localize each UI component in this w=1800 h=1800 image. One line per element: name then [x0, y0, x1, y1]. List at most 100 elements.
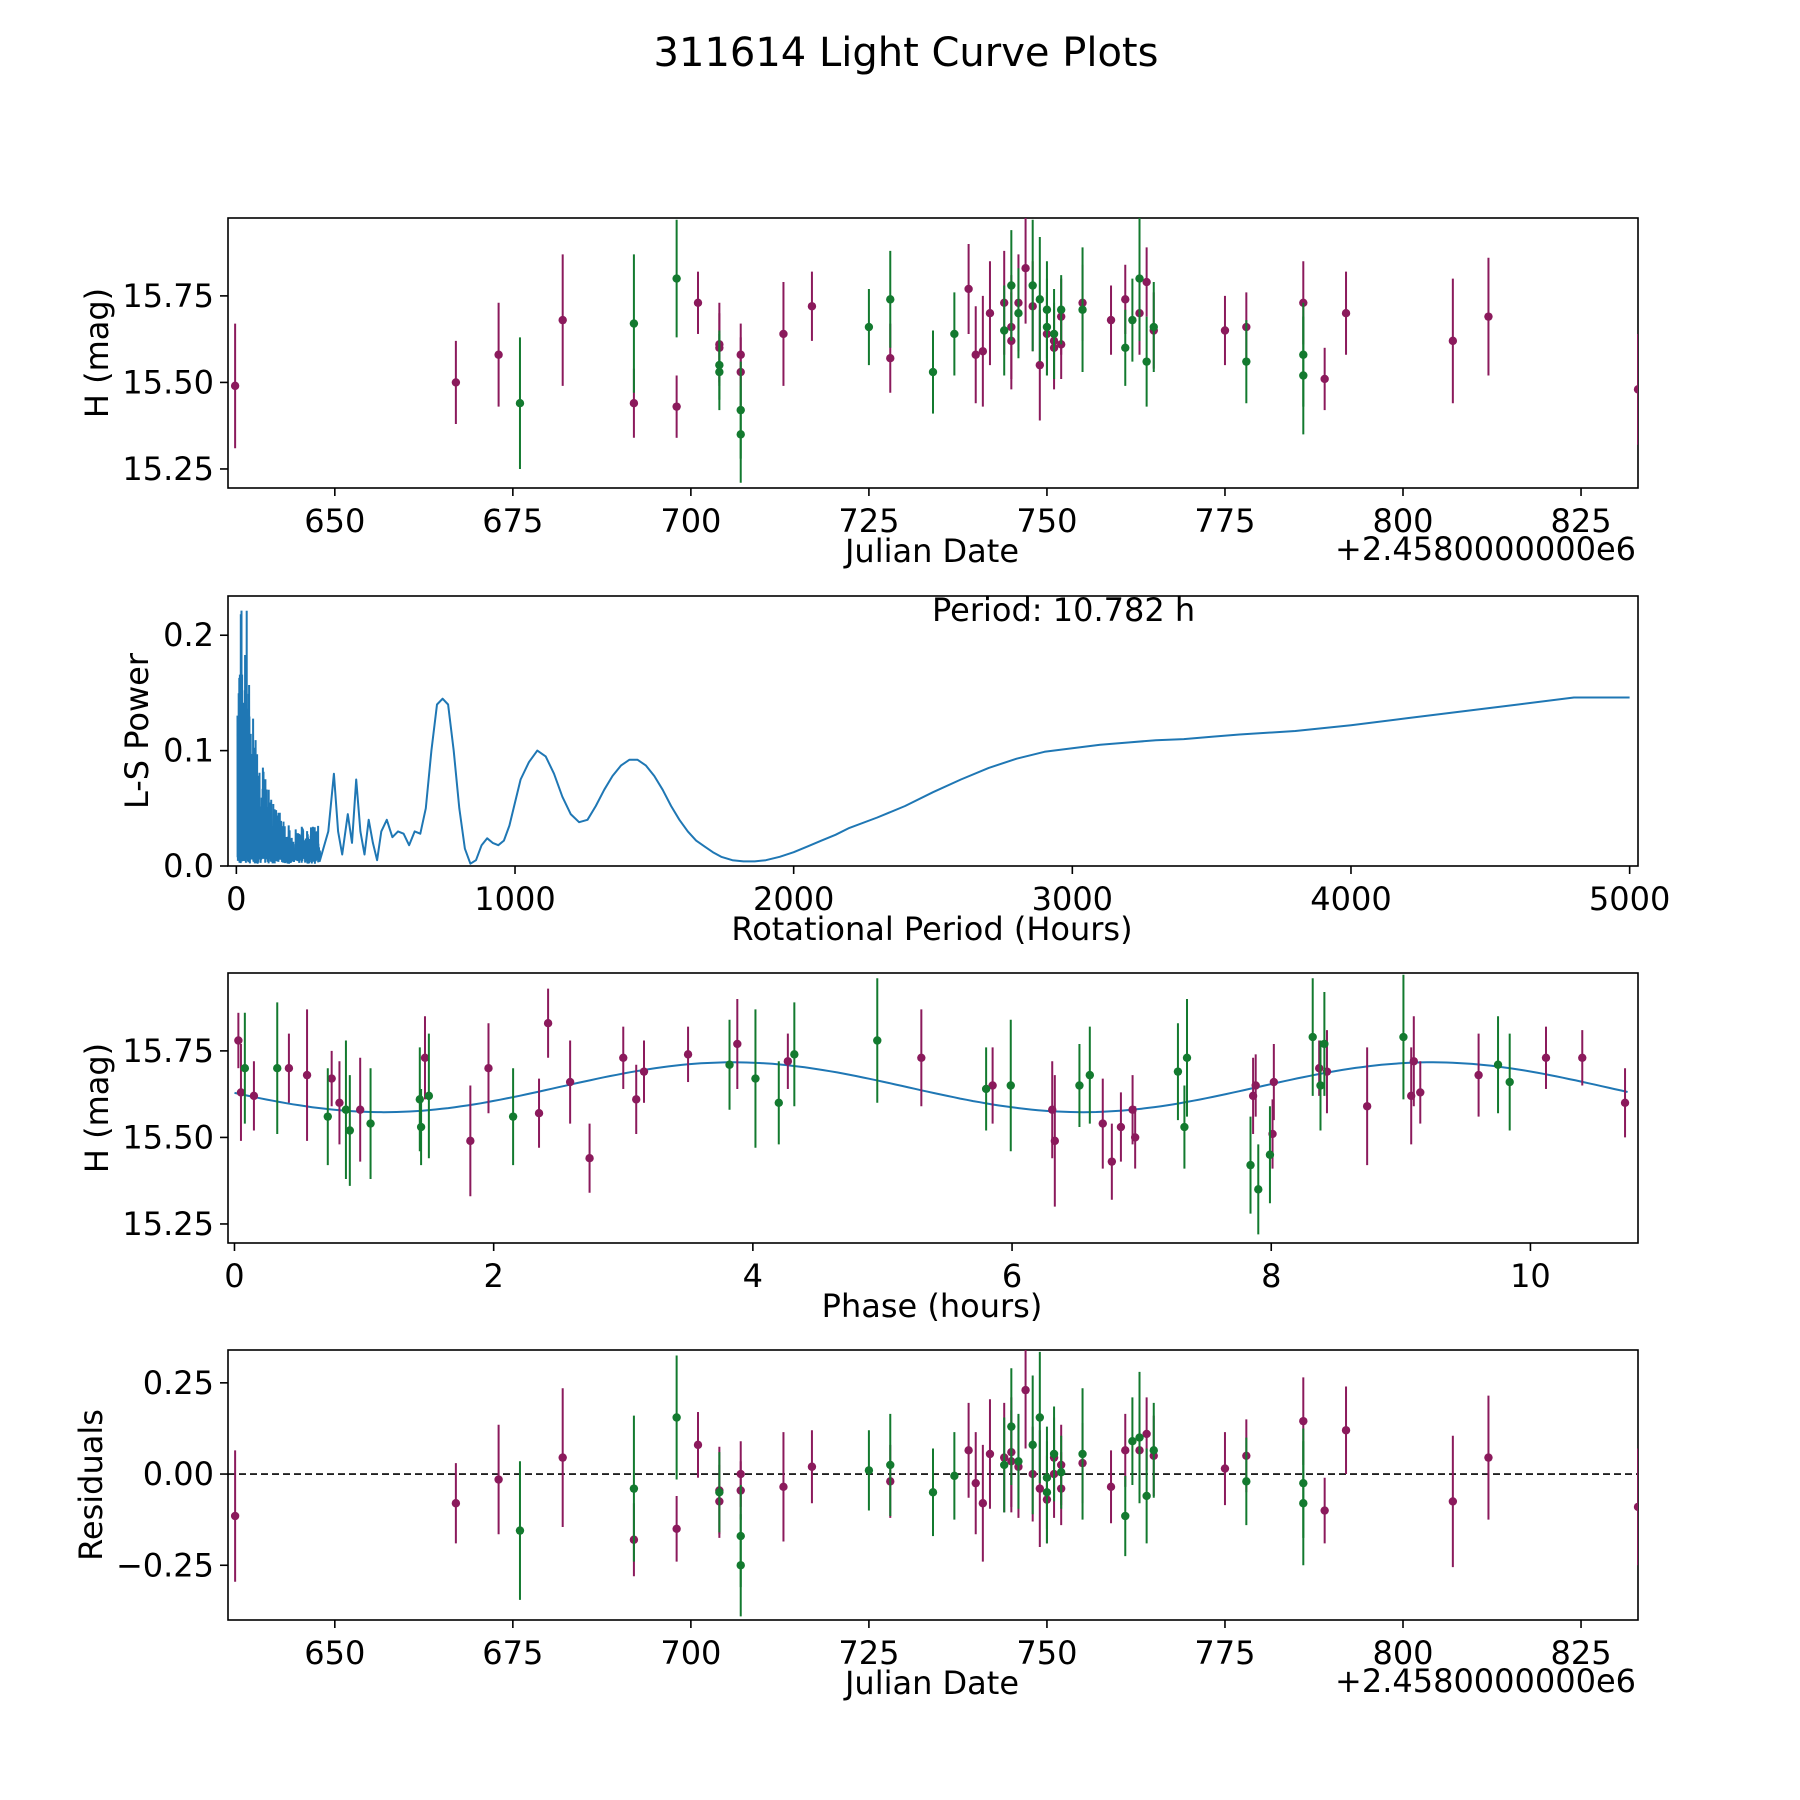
purple-data-point: [230, 381, 240, 391]
phased-data: [234, 974, 1630, 1235]
x-tick-label: 650: [304, 502, 365, 540]
green-data-point: [515, 1526, 525, 1535]
green-data-point: [873, 1036, 882, 1045]
green-data-point: [950, 1471, 959, 1481]
purple-data-point: [1578, 1053, 1587, 1063]
green-data-point: [715, 360, 724, 370]
purple-data-point: [1633, 385, 1638, 394]
purple-data-point: [1314, 1063, 1324, 1073]
green-data-point: [886, 295, 895, 304]
purple-data-point: [1341, 308, 1351, 318]
purple-data-point: [1341, 1426, 1351, 1435]
purple-data-point: [985, 1449, 995, 1459]
green-data-point: [886, 1460, 895, 1470]
purple-data-point: [1299, 1416, 1308, 1426]
x-tick-label: 10: [1510, 1257, 1551, 1295]
green-data-point: [1399, 1032, 1408, 1042]
green-data-point: [1128, 1437, 1137, 1446]
green-data-point: [366, 1119, 375, 1128]
green-data-point: [864, 322, 874, 332]
phased-axes-frame: [227, 972, 1639, 1244]
purple-data-point: [558, 1453, 567, 1462]
green-data-point: [1028, 1440, 1037, 1450]
x-tick-label: 5000: [1589, 880, 1670, 918]
green-data-point: [424, 1091, 434, 1101]
green-data-point: [1242, 1477, 1251, 1486]
x-tick-label: 800: [1372, 1634, 1433, 1672]
green-data-point: [1308, 1032, 1317, 1042]
green-data-point: [1242, 357, 1251, 366]
green-data-point: [1320, 1039, 1329, 1049]
purple-data-point: [736, 1469, 745, 1479]
x-tick-label: 750: [1016, 1634, 1077, 1672]
purple-data-point: [534, 1108, 544, 1118]
green-data-point: [1265, 1150, 1275, 1159]
green-data-point: [416, 1122, 426, 1132]
green-data-point: [790, 1050, 799, 1059]
purple-data-point: [1021, 1385, 1030, 1395]
purple-data-point: [302, 1070, 312, 1080]
green-data-point: [774, 1098, 783, 1108]
phased-ylabel: H (mag): [78, 1043, 116, 1173]
y-tick-label: −0.25: [116, 1546, 214, 1584]
green-data-point: [1056, 305, 1066, 314]
green-data-point: [1007, 1422, 1016, 1431]
green-data-point: [1049, 1449, 1059, 1459]
purple-data-point: [1251, 1081, 1260, 1090]
period-annotation: Period: 10.782 h: [932, 591, 1195, 629]
x-tick-label: 725: [838, 502, 899, 540]
lightcurve-xlabel: Julian Date: [843, 532, 1019, 570]
purple-data-point: [693, 298, 703, 308]
green-data-point: [1042, 1473, 1052, 1482]
periodogram-axes-frame: [227, 595, 1639, 867]
green-data-point: [341, 1105, 351, 1114]
y-tick-label: 0.0: [163, 847, 214, 885]
purple-data-point: [619, 1053, 628, 1063]
x-tick-label: 750: [1016, 502, 1077, 540]
purple-data-point: [988, 1081, 997, 1090]
purple-data-point: [1409, 1057, 1418, 1066]
purple-data-point: [236, 1088, 246, 1097]
x-tick-label: 700: [660, 502, 721, 540]
green-data-point: [1505, 1077, 1514, 1087]
phased-ticks: 0 2 4 6 8 10 15.25 15.50 15.75: [122, 1032, 1550, 1295]
y-tick-label: 15.25: [122, 1205, 214, 1243]
lightcurve-ylabel: H (mag): [78, 288, 116, 418]
green-data-point: [1006, 1081, 1015, 1090]
x-tick-label: 4000: [1310, 880, 1391, 918]
periodogram-ticks: 0 1000 2000 3000 4000 5000 0.0 0.1 0.2: [163, 616, 1670, 918]
x-tick-label: 0: [226, 880, 246, 918]
purple-data-point: [783, 1057, 793, 1066]
purple-data-point: [335, 1098, 344, 1108]
purple-data-point: [1021, 263, 1030, 273]
purple-data-point: [807, 302, 817, 311]
purple-data-point: [234, 1036, 243, 1045]
purple-data-point: [466, 1136, 475, 1146]
y-tick-label: 0.1: [163, 732, 214, 770]
purple-data-point: [1362, 1102, 1372, 1111]
y-tick-label: 0.2: [163, 616, 214, 654]
purple-data-point: [1116, 1122, 1126, 1132]
figure-title: 311614 Light Curve Plots: [654, 30, 1159, 76]
periodogram-ylabel: L-S Power: [118, 652, 156, 809]
purple-data-point: [1130, 1133, 1140, 1142]
green-data-point: [1254, 1185, 1263, 1194]
purple-data-point: [733, 1039, 742, 1049]
fit-curve: [234, 1061, 1628, 1114]
x-tick-label: 825: [1550, 502, 1611, 540]
green-data-point: [1078, 305, 1087, 314]
green-data-point: [928, 1488, 938, 1497]
y-tick-label: 15.50: [122, 363, 214, 401]
y-tick-label: 15.50: [122, 1118, 214, 1156]
purple-data-point: [327, 1074, 336, 1083]
green-data-point: [1035, 1413, 1045, 1422]
purple-data-point: [964, 284, 973, 294]
x-tick-label: 825: [1550, 1634, 1611, 1672]
lightcurve-panel: 650 675 700 725 750 775 800 82515.2515.5015.75 …: [78, 217, 1639, 570]
purple-data-point: [1484, 1453, 1493, 1462]
phased-panel: 0 2 4 6 8 10 15.25 15.50 15.75 Phase (hours) H (…: [78, 972, 1639, 1325]
residuals-offset-label: +2.4580000000e6: [1335, 1662, 1636, 1700]
green-data-point: [415, 1095, 425, 1104]
green-data-point: [240, 1063, 250, 1073]
